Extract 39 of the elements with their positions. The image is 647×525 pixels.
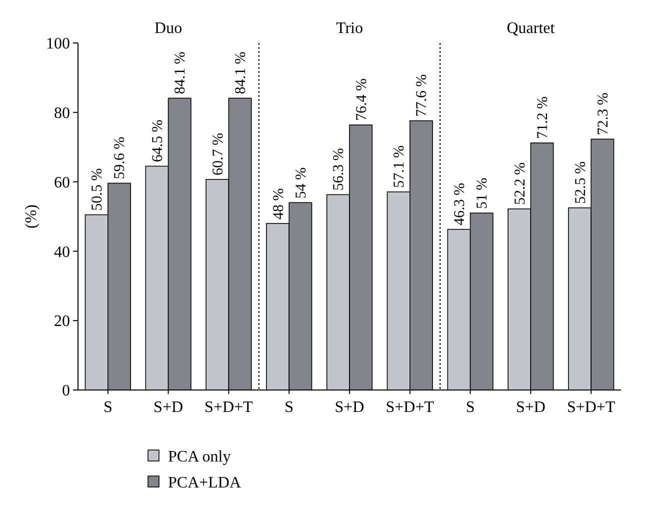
x-tick-label: S+D [334, 399, 364, 416]
y-tick-label: 40 [54, 244, 70, 261]
data-label: 46.3 % [452, 182, 468, 226]
data-label: 57.1 % [392, 145, 408, 188]
x-tick-label: S+D [516, 399, 546, 416]
data-label: 77.6 % [414, 74, 430, 117]
x-tick-label: S+D+T [204, 399, 254, 416]
y-tick-label: 100 [46, 36, 70, 53]
data-label: 60.7 % [210, 132, 226, 176]
x-tick-label: S+D+T [386, 399, 434, 416]
data-label: 84.1 % [172, 52, 189, 94]
y-tick-label: 60 [54, 174, 70, 192]
y-tick-label: 0 [62, 382, 70, 400]
text: Trio [336, 20, 363, 37]
data-label: 84.1 % [233, 52, 250, 94]
data-label: 71.2 % [535, 96, 552, 139]
data-label: 59.6 % [112, 136, 128, 180]
data-label: 51 % [474, 178, 491, 210]
data-label: 76.4 % [354, 78, 370, 121]
x-tick-label: S+D+T [566, 399, 616, 416]
data-label: 72.3 % [595, 92, 612, 136]
text: Quartet [506, 20, 556, 37]
data-label: 54 % [293, 167, 310, 199]
x-tick-label: S [284, 399, 294, 416]
x-tick-label: S+D [154, 399, 184, 416]
x-tick-label: S [466, 399, 475, 416]
legend-label: PCA only [168, 448, 231, 466]
data-label: 48 % [270, 188, 287, 220]
legend-label: PCA+LDA [168, 474, 242, 492]
data-label: 50.5 % [90, 168, 106, 211]
y-tick-label: 20 [54, 313, 70, 330]
data-label: 52.2 % [512, 162, 528, 205]
data-label: 64.5 % [150, 120, 166, 162]
data-label: 56.3 % [331, 148, 348, 191]
data-label: 52.5 % [572, 161, 589, 204]
y-axis-title: (%) [23, 204, 40, 228]
text: Duo [154, 20, 182, 37]
x-tick-label: S [103, 399, 112, 416]
y-tick-label: 80 [54, 105, 70, 122]
